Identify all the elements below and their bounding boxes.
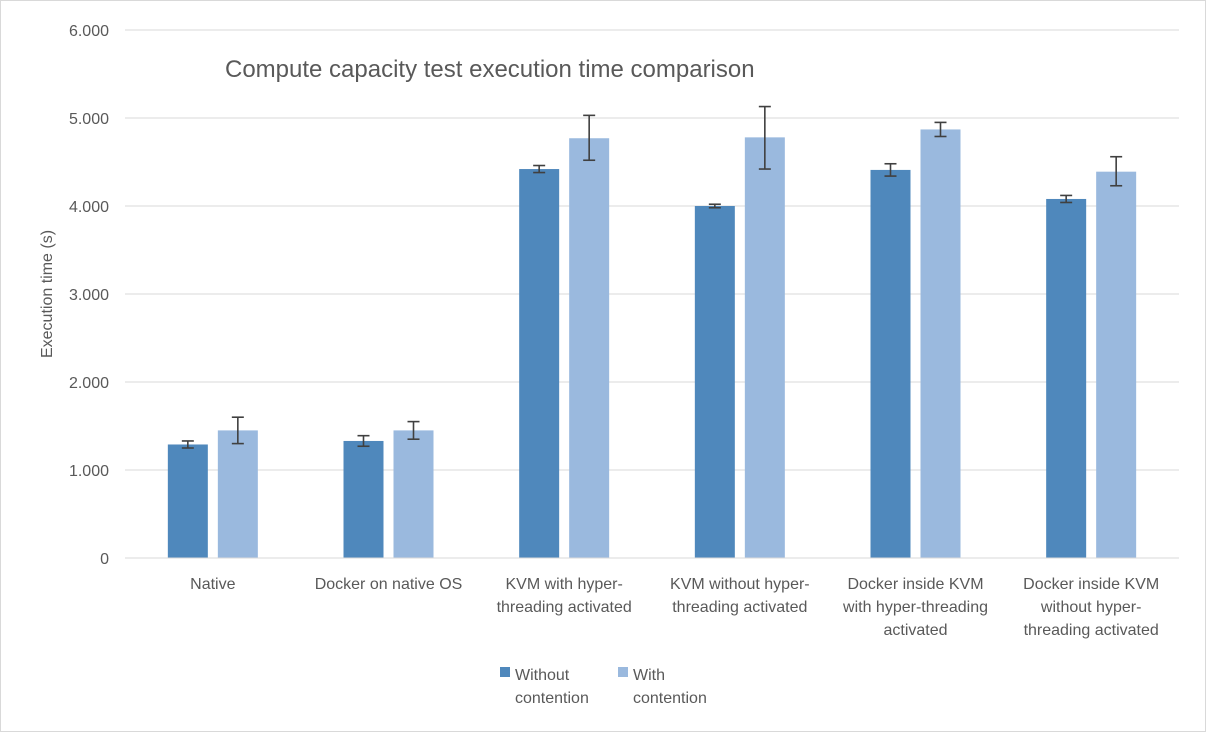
- bar: [1096, 171, 1137, 558]
- category-label-line: KVM without hyper-: [670, 576, 810, 593]
- legend-label-line: contention: [633, 690, 707, 707]
- category-label: Docker inside KVM without hyper-threading…: [1023, 576, 1159, 639]
- category-label-line: with hyper-threading: [842, 599, 988, 616]
- bar: [519, 169, 560, 559]
- chart-title: Compute capacity test execution time com…: [225, 56, 755, 83]
- category-label: KVM with hyper-threading activated: [497, 576, 632, 616]
- category-label-line: Docker on native OS: [315, 576, 463, 593]
- category-label-line: activated: [883, 622, 947, 639]
- bar: [569, 138, 610, 559]
- y-axis-label: Execution time (s): [39, 230, 56, 358]
- legend-label-line: Without: [515, 667, 570, 684]
- category-label: Docker on native OS: [315, 576, 463, 593]
- category-label-line: Native: [190, 576, 235, 593]
- y-tick-label: 1.000: [69, 463, 109, 480]
- legend-label: Without contention: [515, 667, 589, 707]
- category-label-line: threading activated: [497, 599, 632, 616]
- category-label-line: Docker inside KVM: [1023, 576, 1159, 593]
- bar: [343, 440, 384, 558]
- category-label-line: threading activated: [672, 599, 807, 616]
- y-tick-label: 4.000: [69, 199, 109, 216]
- category-label-line: Docker inside KVM: [847, 576, 983, 593]
- bar: [217, 430, 258, 558]
- y-tick-label: 6.000: [69, 23, 109, 40]
- y-tick-label: 2.000: [69, 375, 109, 392]
- category-label: Docker inside KVM with hyper-threading act…: [842, 576, 988, 639]
- y-tick-label: 0: [100, 551, 109, 568]
- y-tick-label: 5.000: [69, 111, 109, 128]
- bar: [167, 444, 208, 558]
- bar: [1046, 198, 1087, 558]
- bar: [694, 206, 735, 558]
- legend-label-line: With: [633, 667, 665, 684]
- y-tick-label: 3.000: [69, 287, 109, 304]
- category-label-line: without hyper-: [1040, 599, 1142, 616]
- legend-label: With contention: [633, 667, 707, 707]
- bar: [870, 169, 911, 559]
- bar: [744, 137, 785, 559]
- legend-label-line: contention: [515, 690, 589, 707]
- legend-swatch: [618, 667, 628, 677]
- legend-swatch: [500, 667, 510, 677]
- category-label-line: threading activated: [1024, 622, 1159, 639]
- bar: [393, 430, 434, 558]
- category-label-line: KVM with hyper-: [505, 576, 622, 593]
- bar: [920, 129, 961, 558]
- category-label: Native: [190, 576, 235, 593]
- category-label: KVM without hyper-threading activated: [670, 576, 810, 616]
